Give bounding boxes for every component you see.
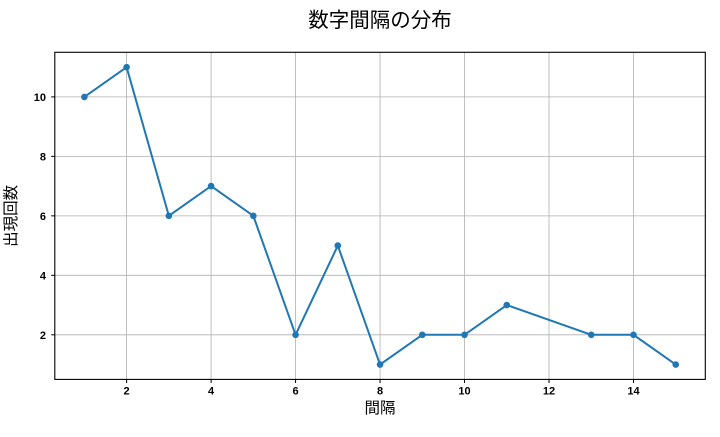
- svg-text:12: 12: [543, 386, 555, 398]
- svg-text:8: 8: [40, 151, 46, 163]
- svg-text:8: 8: [377, 386, 383, 398]
- svg-text:6: 6: [40, 211, 46, 223]
- svg-text:6: 6: [293, 386, 299, 398]
- svg-text:14: 14: [627, 386, 640, 398]
- svg-text:4: 4: [208, 386, 215, 398]
- svg-text:2: 2: [40, 330, 46, 342]
- svg-text:2: 2: [124, 386, 130, 398]
- svg-text:数字間隔の分布: 数字間隔の分布: [308, 9, 452, 32]
- svg-text:10: 10: [458, 386, 470, 398]
- svg-text:10: 10: [34, 92, 46, 104]
- svg-text:間隔: 間隔: [365, 399, 396, 417]
- svg-text:出現回数: 出現回数: [2, 184, 20, 247]
- svg-text:4: 4: [40, 270, 47, 282]
